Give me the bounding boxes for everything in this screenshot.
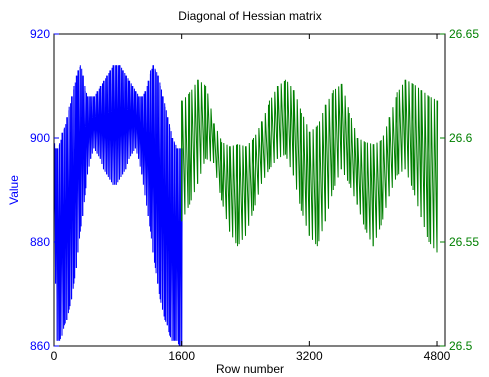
right-y-axis: 26.5 26.55 26.6 26.65 [440,27,479,353]
x-tick-label: 0 [51,349,58,363]
x-axis-label: Row number [216,362,284,376]
x-tick-label: 3200 [296,349,323,363]
right-y-tick-label: 26.55 [449,235,479,249]
series-right [181,79,439,253]
plot-area [53,65,439,347]
axes-frame [53,33,446,347]
x-axis: 0 1600 3200 4800 [51,34,451,363]
y-axis-label: Value [7,175,21,205]
left-y-tick-label: 920 [30,27,50,41]
series-line-right [181,79,439,253]
right-y-tick-label: 26.6 [449,131,473,145]
x-tick-label: 1600 [168,349,195,363]
chart-title: Diagonal of Hessian matrix [178,9,321,23]
left-y-tick-label: 860 [30,339,50,353]
left-y-tick-label: 900 [30,131,50,145]
left-y-axis: 860 880 900 920 [30,27,59,353]
left-y-tick-label: 880 [30,235,50,249]
series-line-left [53,65,183,347]
series-left [53,65,183,347]
x-tick-label: 4800 [424,349,451,363]
right-y-tick-label: 26.5 [449,339,473,353]
right-y-tick-label: 26.65 [449,27,479,41]
